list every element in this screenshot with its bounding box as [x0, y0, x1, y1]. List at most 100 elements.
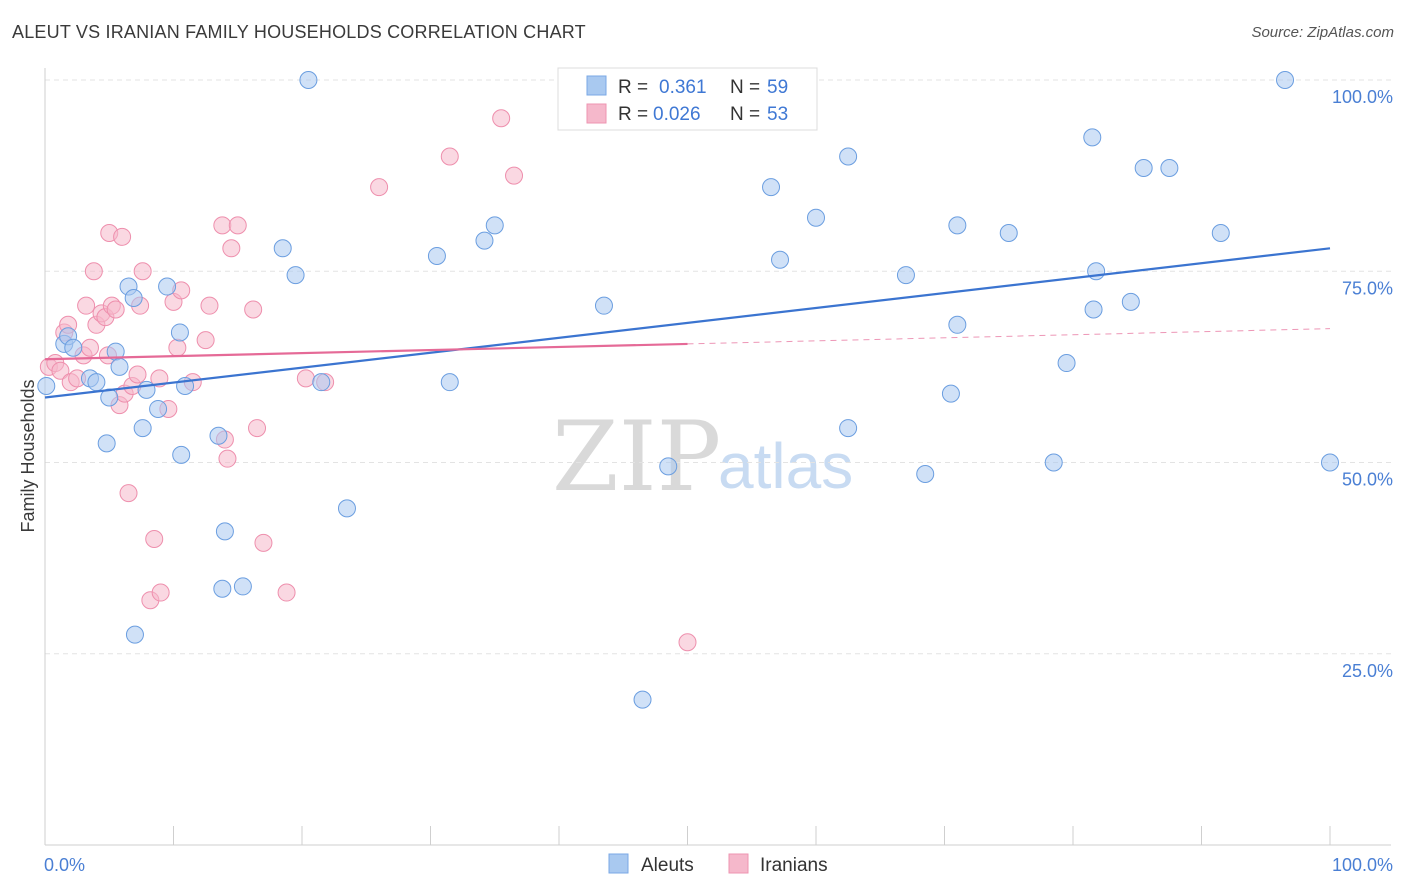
point-aleuts [1160, 158, 1179, 177]
point-iranians [77, 296, 96, 315]
point-aleuts [633, 690, 652, 709]
point-iranians [222, 239, 241, 258]
point-aleuts [233, 577, 252, 596]
point-aleuts [209, 426, 228, 445]
point-aleuts [839, 419, 858, 438]
bottom-legend-label-aleuts: Aleuts [641, 855, 694, 876]
gridlines [45, 79, 1391, 655]
point-aleuts [273, 239, 292, 258]
point-aleuts [948, 216, 967, 235]
point-aleuts [427, 246, 446, 265]
point-aleuts [1276, 71, 1295, 89]
point-aleuts [337, 499, 356, 518]
axes [44, 68, 1391, 846]
point-aleuts [475, 231, 494, 250]
point-aleuts [133, 419, 152, 438]
point-iranians [51, 361, 70, 380]
point-aleuts [149, 399, 168, 418]
point-iranians [128, 365, 147, 384]
y-tick-label: 75.0% [1342, 278, 1393, 298]
legend-r-value-1: 0.361 [659, 77, 707, 98]
point-aleuts [37, 377, 56, 395]
point-aleuts [839, 147, 858, 166]
point-aleuts [1084, 300, 1103, 319]
point-aleuts [213, 579, 232, 598]
legend-r-label-1: R = [618, 77, 648, 98]
point-iranians [168, 338, 187, 357]
legend-r-label-2: R = [618, 104, 648, 125]
y-axis-label: Family Households [18, 379, 38, 532]
point-iranians [277, 583, 296, 602]
point-iranians [370, 178, 389, 197]
point-aleuts [1057, 354, 1076, 373]
watermark: ZIP atlas [552, 401, 853, 513]
x-tick-label: 100.0% [1332, 855, 1393, 875]
point-iranians [218, 449, 237, 468]
point-iranians [254, 533, 273, 552]
y-tick-label: 50.0% [1342, 470, 1393, 490]
legend-swatch-iranians [586, 103, 607, 124]
point-iranians [84, 262, 103, 281]
point-iranians [145, 530, 164, 548]
watermark-atlas: atlas [718, 430, 853, 502]
point-iranians [196, 331, 215, 350]
point-iranians [133, 262, 152, 281]
point-aleuts [110, 357, 129, 376]
point-aleuts [286, 266, 305, 285]
bottom-legend-label-iranians: Iranians [760, 855, 828, 876]
point-aleuts [948, 315, 967, 334]
point-iranians [106, 300, 125, 319]
series-aleuts [37, 71, 1339, 709]
point-aleuts [1121, 292, 1140, 311]
point-iranians [119, 484, 138, 503]
point-aleuts [170, 323, 189, 342]
point-aleuts [1134, 158, 1153, 177]
point-iranians [296, 369, 315, 388]
point-aleuts [299, 71, 318, 89]
legend-n-label-2: N = [730, 104, 760, 125]
trend-line-aleuts [44, 247, 1331, 399]
y-tick-label: 100.0% [1332, 87, 1393, 107]
y-tick-label: 25.0% [1342, 661, 1393, 681]
point-aleuts [172, 445, 191, 464]
point-aleuts [215, 522, 234, 541]
point-aleuts [137, 380, 156, 399]
point-aleuts [941, 384, 960, 403]
point-iranians [505, 166, 524, 185]
point-iranians [248, 419, 267, 438]
x-tick-label: 0.0% [44, 855, 85, 875]
point-iranians [678, 633, 697, 652]
trend-lines [44, 247, 1331, 399]
point-aleuts [125, 625, 144, 644]
point-aleuts [312, 373, 331, 392]
point-aleuts [762, 178, 781, 197]
bottom-legend-swatch-aleuts [608, 853, 629, 874]
point-aleuts [64, 338, 83, 357]
chart-title: ALEUT VS IRANIAN FAMILY HOUSEHOLDS CORRE… [12, 22, 586, 42]
point-aleuts [807, 208, 825, 227]
point-aleuts [594, 296, 613, 315]
series-iranians [39, 109, 697, 652]
point-iranians [492, 109, 511, 128]
legend-n-value-1: 59 [767, 77, 788, 98]
legend-n-value-2: 53 [767, 104, 788, 125]
watermark-zip: ZIP [552, 401, 721, 513]
y-tick-labels: 25.0% 50.0% 75.0% 100.0% [1332, 87, 1393, 681]
point-iranians [440, 147, 459, 166]
point-aleuts [124, 289, 143, 308]
legend-r-value-2: 0.026 [653, 104, 701, 125]
point-aleuts [659, 457, 678, 476]
point-aleuts [896, 266, 915, 285]
trend-extension-iranians [687, 328, 1331, 345]
legend-swatch-aleuts [586, 75, 607, 96]
point-iranians [228, 216, 247, 235]
x-ticks [44, 826, 1331, 845]
point-aleuts [1083, 128, 1102, 147]
point-iranians [80, 338, 99, 357]
x-tick-labels: 0.0% 100.0% [44, 855, 1393, 875]
point-aleuts [440, 373, 459, 392]
point-iranians [244, 300, 263, 319]
point-iranians [151, 583, 170, 602]
point-aleuts [1321, 453, 1339, 472]
